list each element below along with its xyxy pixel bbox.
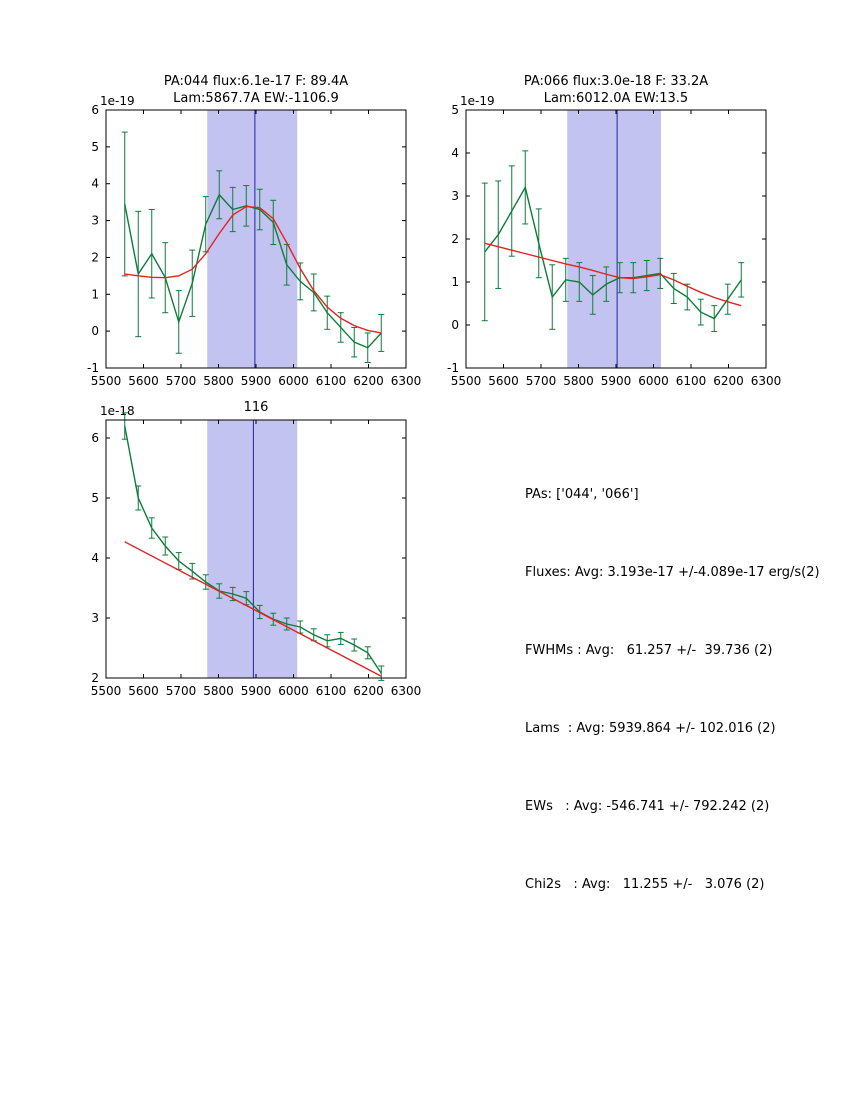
x-tick-label: 5700 [166, 684, 197, 698]
y-tick-label: 3 [91, 611, 99, 625]
highlight-band [207, 420, 298, 678]
x-tick-label: 6200 [353, 374, 384, 388]
x-tick-label: 6100 [316, 374, 347, 388]
y-offset-label: 1e-19 [100, 94, 135, 108]
y-tick-label: 6 [91, 103, 99, 117]
x-tick-label: 6200 [713, 374, 744, 388]
y-tick-label: 0 [91, 324, 99, 338]
x-tick-label: 5900 [601, 374, 632, 388]
spectrum-line [124, 425, 382, 674]
plot-116-canvas: 5500 5600 5700 5800 5900 6000 6100 6200 6300 2 3 4 5… [91, 412, 422, 698]
plot-title-line1: PA:066 flux:3.0e-18 F: 33.2A [523, 74, 709, 89]
y-tick-label: 5 [91, 491, 99, 505]
y-tick-label: 0 [451, 318, 459, 332]
spectrum-line [484, 185, 742, 320]
y-tick-label: 5 [91, 140, 99, 154]
x-tick-label: 5600 [488, 374, 519, 388]
y-tick-label: 2 [451, 232, 459, 246]
x-tick-label: 5800 [203, 684, 234, 698]
x-tick-label: 5500 [91, 374, 122, 388]
plot-pa044-canvas: 5500 5600 5700 5800 5900 6000 6100 6200 6300 -1 0 1… [87, 103, 422, 388]
plot-116: 116 1e-18 5500 5600 5700 5800 5900 6000 6100 62… [40, 378, 440, 708]
x-tick-label: 5500 [451, 374, 482, 388]
plot-title-line2: Lam:6012.0A EW:13.5 [543, 91, 689, 106]
highlight-band [567, 110, 661, 368]
y-tick-label: 6 [91, 431, 99, 445]
y-tick-label: 1 [451, 275, 459, 289]
y-tick-label: -1 [87, 361, 99, 375]
y-tick-label: 2 [91, 250, 99, 264]
plot-pa066: PA:066 flux:3.0e-18 F: 33.2A Lam:6012.0A… [400, 68, 800, 398]
x-tick-label: 6100 [676, 374, 707, 388]
x-tick-label: 5600 [128, 374, 159, 388]
x-tick-label: 5900 [241, 684, 272, 698]
y-offset-label: 1e-18 [100, 404, 135, 418]
y-tick-label: 4 [91, 551, 99, 565]
x-tick-label: 5800 [203, 374, 234, 388]
plot-title-line1: 116 [243, 400, 269, 415]
plot-pa044: PA:044 flux:6.1e-17 F: 89.4A Lam:5867.7A… [40, 68, 440, 398]
summary-line-lams: Lams : Avg: 5939.864 +/- 102.016 (2) [525, 721, 776, 736]
summary-text-block: PAs: ['044', '066'] Fluxes: Avg: 3.193e-… [525, 430, 820, 950]
x-tick-label: 5700 [166, 374, 197, 388]
y-tick-label: 1 [91, 287, 99, 301]
fit-line [484, 242, 742, 307]
x-tick-label: 6000 [278, 684, 309, 698]
y-tick-label: 5 [451, 103, 459, 117]
fit-line [124, 205, 382, 334]
y-tick-label: 4 [91, 177, 99, 191]
plot-pa066-canvas: 5500 5600 5700 5800 5900 6000 6100 6200 6300 -1 0 1… [447, 103, 782, 388]
y-tick-label: 3 [451, 189, 459, 203]
x-tick-label: 6300 [391, 374, 422, 388]
summary-line-ews: EWs : Avg: -546.741 +/- 792.242 (2) [525, 799, 770, 814]
x-tick-label: 5800 [563, 374, 594, 388]
x-tick-label: 6000 [638, 374, 669, 388]
fit-line [124, 541, 382, 677]
summary-line-chi2s: Chi2s : Avg: 11.255 +/- 3.076 (2) [525, 877, 765, 892]
summary-line-fluxes: Fluxes: Avg: 3.193e-17 +/-4.089e-17 erg/… [525, 565, 820, 580]
x-tick-label: 5900 [241, 374, 272, 388]
summary-line-pas: PAs: ['044', '066'] [525, 487, 639, 502]
plot-title-line2: Lam:5867.7A EW:-1106.9 [173, 91, 339, 106]
summary-line-fwhms: FWHMs : Avg: 61.257 +/- 39.736 (2) [525, 643, 773, 658]
x-tick-label: 6100 [316, 684, 347, 698]
x-tick-label: 5700 [526, 374, 557, 388]
y-tick-label: 2 [91, 671, 99, 685]
y-offset-label: 1e-19 [460, 94, 495, 108]
highlight-band [207, 110, 298, 368]
y-tick-label: 3 [91, 214, 99, 228]
x-tick-label: 6300 [391, 684, 422, 698]
y-tick-label: 4 [451, 146, 459, 160]
x-tick-label: 6200 [353, 684, 384, 698]
y-tick-label: -1 [447, 361, 459, 375]
x-tick-label: 5500 [91, 684, 122, 698]
x-tick-label: 5600 [128, 684, 159, 698]
plot-title-line1: PA:044 flux:6.1e-17 F: 89.4A [163, 74, 349, 89]
x-tick-label: 6000 [278, 374, 309, 388]
x-tick-label: 6300 [751, 374, 782, 388]
